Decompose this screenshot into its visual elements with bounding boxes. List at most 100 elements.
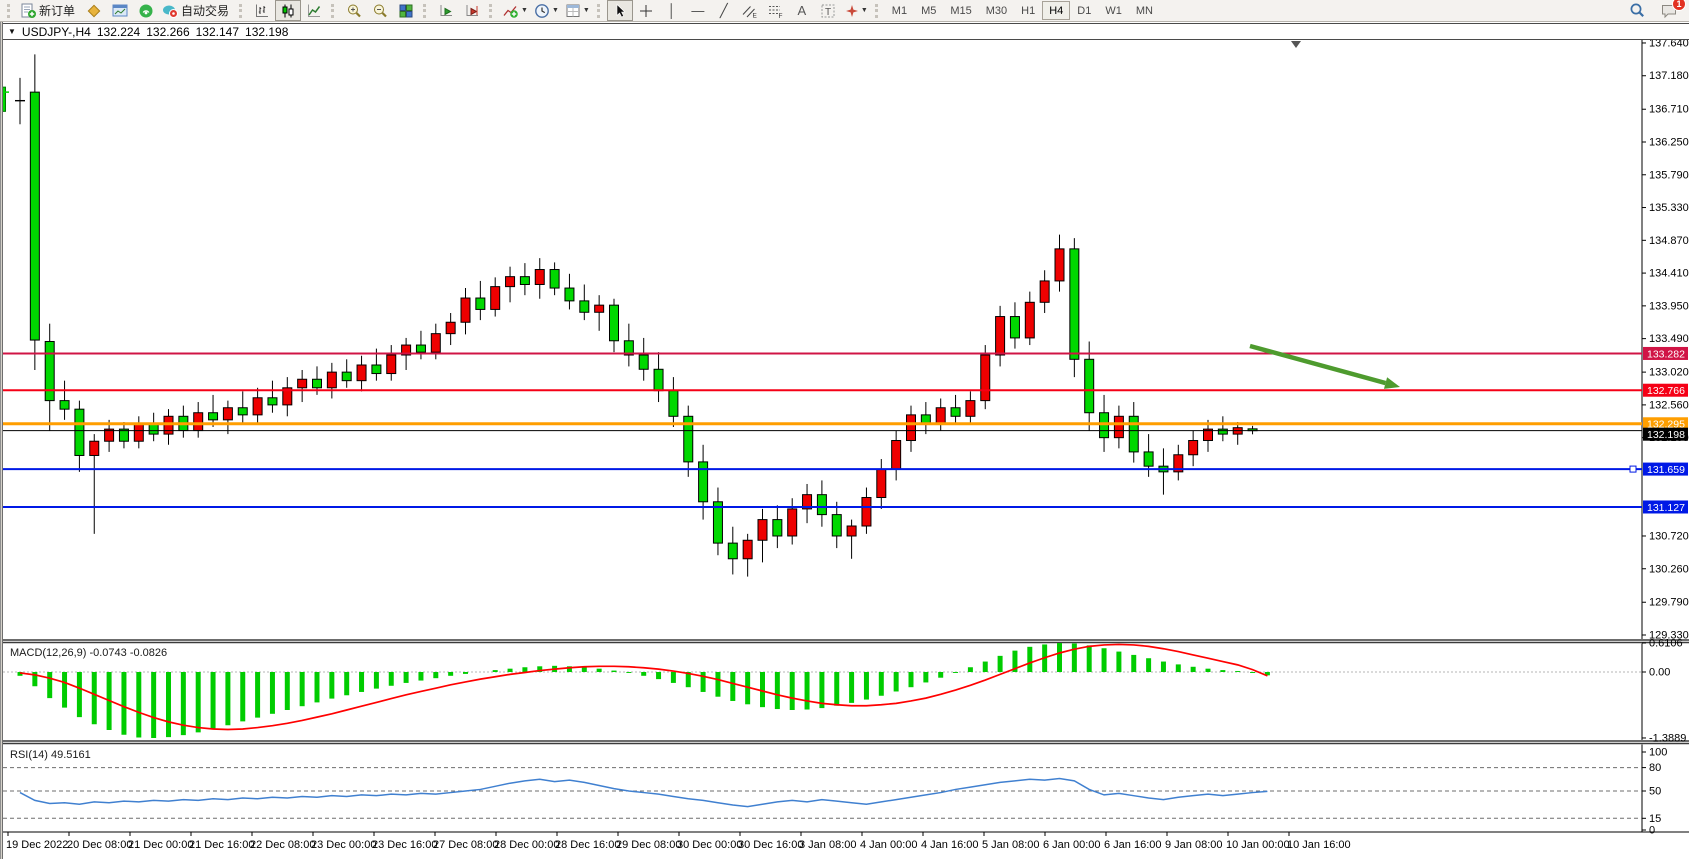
candle[interactable]: [1173, 444, 1184, 481]
candle[interactable]: [995, 305, 1006, 367]
candle[interactable]: [534, 258, 545, 299]
new-order-button[interactable]: 新订单: [17, 0, 81, 21]
time-axis-label[interactable]: 30 Dec 16:00: [738, 839, 803, 851]
timeframe-d1-button[interactable]: D1: [1077, 4, 1092, 17]
time-axis-label[interactable]: 4 Jan 00:00: [860, 839, 918, 851]
candle[interactable]: [1143, 434, 1154, 477]
candle[interactable]: [757, 508, 768, 563]
candle[interactable]: [1188, 430, 1199, 467]
arrows-tool-button[interactable]: ▼: [841, 0, 871, 21]
chart-shift-button[interactable]: [459, 0, 485, 21]
candle[interactable]: [326, 362, 337, 399]
tile-windows-button[interactable]: [393, 0, 419, 21]
candle[interactable]: [222, 400, 233, 435]
chart-autoscroll-button[interactable]: [433, 0, 459, 21]
time-axis-label[interactable]: 4 Jan 16:00: [921, 839, 979, 851]
zoom-out-button[interactable]: [367, 0, 393, 21]
candle[interactable]: [1128, 402, 1139, 463]
bar-chart-mode-button[interactable]: [249, 0, 275, 21]
candlestick-mode-button[interactable]: [275, 0, 302, 21]
candle[interactable]: [980, 345, 991, 410]
candle[interactable]: [133, 416, 144, 449]
candle[interactable]: [920, 402, 931, 435]
trendline-tool-button[interactable]: ╱: [711, 0, 737, 21]
time-axis-label[interactable]: 23 Dec 16:00: [372, 839, 437, 851]
candle[interactable]: [415, 330, 426, 360]
candle[interactable]: [1054, 234, 1065, 292]
candle[interactable]: [891, 430, 902, 481]
candle[interactable]: [118, 421, 129, 449]
candle[interactable]: [609, 298, 619, 353]
candle[interactable]: [1009, 302, 1020, 349]
text-label-tool-button[interactable]: T: [815, 0, 841, 21]
candle[interactable]: [876, 459, 887, 509]
candle[interactable]: [594, 295, 605, 331]
candle[interactable]: [623, 323, 634, 367]
candle[interactable]: [297, 369, 308, 403]
candle[interactable]: [846, 519, 857, 559]
time-axis-label[interactable]: 29 Dec 08:00: [616, 839, 681, 851]
candle[interactable]: [802, 483, 813, 524]
toolbar-grip[interactable]: [874, 3, 881, 18]
candle[interactable]: [683, 405, 694, 477]
candle[interactable]: [193, 402, 204, 438]
notifications-button[interactable]: 1: [1656, 0, 1686, 21]
candle[interactable]: [1217, 416, 1228, 442]
candle[interactable]: [208, 394, 219, 427]
text-tool-button[interactable]: A: [789, 0, 815, 21]
timeframe-m5-button[interactable]: M5: [921, 4, 937, 17]
candle[interactable]: [356, 355, 367, 392]
candle[interactable]: [1084, 341, 1095, 431]
candle[interactable]: [638, 337, 649, 381]
toolbar-grip[interactable]: [331, 3, 337, 18]
add-indicator-button[interactable]: ▼: [499, 0, 531, 21]
candle[interactable]: [59, 380, 70, 420]
chart-menu-dropdown-icon[interactable]: ▼: [8, 27, 16, 36]
time-axis-label[interactable]: 20 Dec 08:00: [67, 839, 132, 851]
candle[interactable]: [490, 277, 501, 317]
candle[interactable]: [1069, 238, 1080, 378]
autotrading-button[interactable]: 自动交易: [159, 0, 235, 21]
candle[interactable]: [816, 480, 827, 527]
signals-button[interactable]: [133, 0, 159, 21]
candle[interactable]: [267, 380, 278, 413]
crosshair-tool-button[interactable]: [633, 0, 659, 21]
timeframe-mn-button[interactable]: MN: [1135, 4, 1153, 17]
candle[interactable]: [252, 387, 263, 424]
candle[interactable]: [564, 273, 575, 310]
candle[interactable]: [772, 505, 783, 549]
toolbar-grip[interactable]: [7, 3, 13, 18]
time-axis-label[interactable]: 6 Jan 16:00: [1104, 839, 1162, 851]
timeframe-w1-button[interactable]: W1: [1105, 4, 1122, 17]
candle[interactable]: [15, 77, 25, 125]
horizontal-line-tool-button[interactable]: —: [685, 0, 711, 21]
candle[interactable]: [148, 412, 159, 442]
timeframe-m15-button[interactable]: M15: [950, 4, 972, 17]
pane-separator[interactable]: [0, 639, 1689, 644]
time-axis-label[interactable]: 27 Dec 08:00: [433, 839, 498, 851]
timeframe-m30-button[interactable]: M30: [985, 4, 1008, 17]
time-axis-label[interactable]: 10 Jan 16:00: [1287, 839, 1351, 851]
candle[interactable]: [178, 405, 189, 438]
candle[interactable]: [505, 266, 516, 303]
candle[interactable]: [1247, 425, 1258, 435]
line-chart-mode-button[interactable]: [301, 0, 327, 21]
toolbar-grip[interactable]: [489, 3, 495, 18]
candle[interactable]: [950, 394, 961, 424]
time-axis-label[interactable]: 3 Jan 08:00: [799, 839, 857, 851]
pane-separator[interactable]: [0, 740, 1689, 745]
time-axis-label[interactable]: 22 Dec 08:00: [250, 839, 315, 851]
timeframe-h1-button[interactable]: H1: [1021, 4, 1036, 17]
time-axis-label[interactable]: 28 Dec 00:00: [494, 839, 559, 851]
candle[interactable]: [445, 312, 456, 346]
candle[interactable]: [1158, 448, 1169, 495]
time-axis-label[interactable]: 5 Jan 08:00: [982, 839, 1040, 851]
level-line-handle[interactable]: [1629, 465, 1637, 473]
candle[interactable]: [29, 54, 40, 370]
templates-button[interactable]: ▼: [562, 0, 593, 21]
trend-arrow-annotation[interactable]: [1249, 343, 1387, 386]
candle[interactable]: [341, 359, 352, 388]
candle[interactable]: [668, 377, 679, 427]
candle[interactable]: [237, 391, 248, 424]
time-axis-label[interactable]: 9 Jan 08:00: [1165, 839, 1223, 851]
